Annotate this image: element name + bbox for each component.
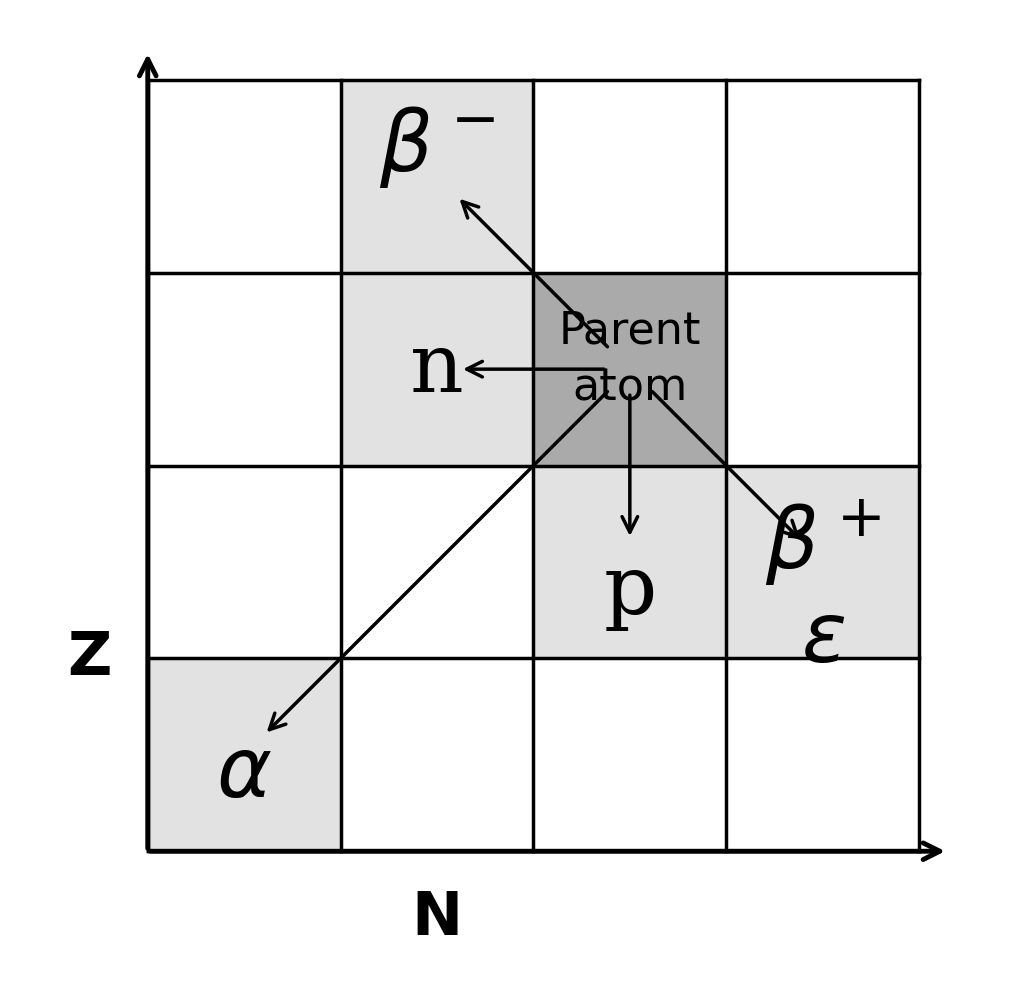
Text: $\beta^-$: $\beta^-$	[379, 105, 495, 191]
Bar	[341, 273, 534, 466]
Text: n: n	[410, 329, 464, 409]
Bar	[534, 466, 726, 659]
Text: Z: Z	[68, 629, 112, 688]
Text: N: N	[412, 889, 462, 948]
Bar	[147, 659, 341, 852]
Text: Parent
atom: Parent atom	[559, 310, 701, 409]
Text: $\beta^+$: $\beta^+$	[765, 497, 881, 587]
Text: $\alpha$: $\alpha$	[216, 734, 272, 814]
Bar	[341, 80, 534, 273]
Text: p: p	[603, 551, 657, 631]
Bar	[726, 466, 919, 659]
Bar	[534, 273, 726, 466]
Text: $\varepsilon$: $\varepsilon$	[800, 599, 845, 679]
